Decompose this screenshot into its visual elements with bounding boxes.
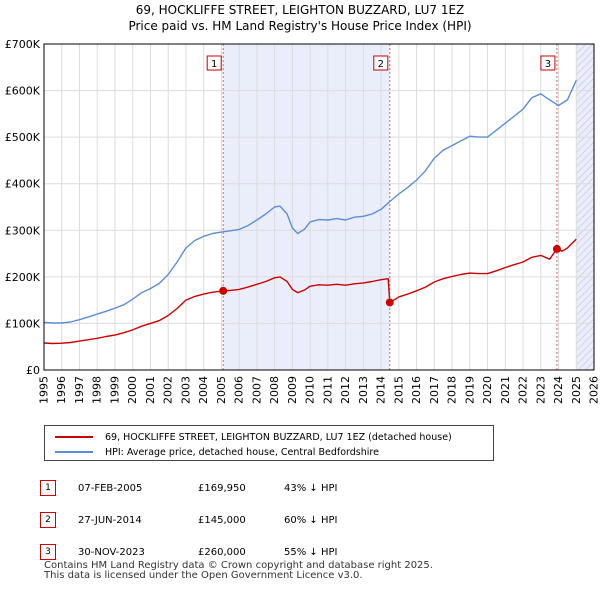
footer-copyright: Contains HM Land Registry data © Crown c… — [44, 560, 433, 571]
transactions-table: 1 07-FEB-2005 £169,950 43% ↓ HPI 2 27-JU… — [40, 472, 337, 568]
x-tick-label: 2019 — [463, 376, 476, 404]
x-tick-label: 2003 — [179, 376, 192, 404]
y-tick-label: £100K — [5, 317, 41, 330]
x-tick-label: 2011 — [321, 376, 334, 404]
property-series-line — [43, 238, 577, 345]
transaction-date: 07-FEB-2005 — [78, 482, 143, 494]
forecast-hatch — [576, 44, 594, 370]
x-tick-label: 2007 — [250, 376, 263, 404]
transaction-number: 1 — [40, 480, 56, 496]
y-tick-label: £300K — [5, 224, 41, 237]
y-tick-label: £600K — [5, 85, 41, 98]
y-tick-label: £400K — [5, 178, 41, 191]
x-tick-label: 2020 — [481, 376, 494, 404]
legend: 69, HOCKLIFFE STREET, LEIGHTON BUZZARD, … — [44, 425, 494, 461]
x-tick-label: 2013 — [357, 376, 370, 404]
table-row: 3 30-NOV-2023 £260,000 55% ↓ HPI — [40, 536, 337, 568]
x-tick-label: 2004 — [197, 376, 210, 404]
x-tick-label: 2009 — [286, 376, 299, 404]
footer-licence: This data is licensed under the Open Gov… — [44, 570, 363, 581]
transaction-date: 27-JUN-2014 — [78, 514, 142, 526]
sale-label-number: 2 — [378, 59, 384, 70]
transaction-price: £145,000 — [198, 514, 246, 526]
x-tick-label: 2006 — [233, 376, 246, 404]
x-tick-label: 2022 — [517, 376, 530, 404]
sale-label-number: 1 — [211, 59, 217, 70]
property-line-swatch — [55, 436, 93, 438]
y-tick-label: £200K — [5, 271, 41, 284]
sale-label-number: 3 — [545, 59, 551, 70]
x-tick-label: 2008 — [268, 376, 281, 404]
x-tick-label: 2016 — [410, 376, 423, 404]
transaction-hpi-diff: 43% ↓ HPI — [284, 482, 338, 494]
transaction-hpi-diff: 55% ↓ HPI — [284, 546, 338, 558]
x-tick-label: 1995 — [38, 376, 51, 404]
x-tick-label: 2021 — [499, 376, 512, 404]
x-tick-label: 2026 — [588, 376, 600, 404]
y-tick-label: £0 — [26, 364, 40, 377]
legend-item-property: 69, HOCKLIFFE STREET, LEIGHTON BUZZARD, … — [55, 430, 452, 444]
table-row: 2 27-JUN-2014 £145,000 60% ↓ HPI — [40, 504, 337, 536]
x-tick-label: 2024 — [552, 376, 565, 404]
sale-label-box — [373, 55, 389, 71]
x-tick-label: 1999 — [108, 376, 121, 404]
transaction-price: £260,000 — [198, 546, 246, 558]
x-tick-label: 2014 — [375, 376, 388, 404]
hpi-series-line — [43, 80, 577, 324]
chart-subtitle: Price paid vs. HM Land Registry's House … — [128, 19, 472, 33]
price-chart: £0 £100K £200K £300K £400K £500K £600K £700K 199… — [5, 38, 600, 404]
transaction-price: £169,950 — [198, 482, 246, 494]
sale-label-box — [206, 55, 222, 71]
sale-label-box — [540, 55, 556, 71]
chart-title: 69, HOCKLIFFE STREET, LEIGHTON BUZZARD, … — [135, 3, 465, 17]
hpi-line-swatch — [55, 451, 93, 453]
table-row: 1 07-FEB-2005 £169,950 43% ↓ HPI — [40, 472, 337, 504]
transaction-number: 2 — [40, 512, 56, 528]
x-tick-label: 2017 — [428, 376, 441, 404]
x-tick-label: 1998 — [91, 376, 104, 404]
x-tick-label: 2018 — [446, 376, 459, 404]
transaction-number: 3 — [40, 544, 56, 560]
footer: Contains HM Land Registry data © Crown c… — [44, 561, 433, 581]
legend-item-hpi: HPI: Average price, detached house, Cent… — [55, 445, 379, 459]
sale-point — [219, 286, 228, 295]
x-tick-label: 2025 — [570, 376, 583, 404]
x-tick-label: 1996 — [55, 376, 68, 404]
legend-label-property: 69, HOCKLIFFE STREET, LEIGHTON BUZZARD, … — [105, 431, 452, 443]
legend-label-hpi: HPI: Average price, detached house, Cent… — [105, 446, 379, 458]
transaction-hpi-diff: 60% ↓ HPI — [284, 514, 338, 526]
x-tick-label: 2010 — [304, 376, 317, 404]
x-tick-label: 2012 — [339, 376, 352, 404]
shaded-period — [223, 44, 390, 370]
x-tick-label: 2023 — [534, 376, 547, 404]
x-tick-label: 2005 — [215, 376, 228, 404]
sale-point — [552, 244, 561, 253]
transaction-date: 30-NOV-2023 — [78, 546, 145, 558]
sale-point — [385, 298, 394, 307]
x-tick-label: 2015 — [392, 376, 405, 404]
x-tick-label: 2002 — [162, 376, 175, 404]
x-tick-label: 2001 — [144, 376, 157, 404]
x-tick-label: 1997 — [73, 376, 86, 404]
plot-border — [43, 43, 595, 371]
x-tick-label: 2000 — [126, 376, 139, 404]
y-tick-label: £700K — [5, 38, 41, 51]
y-tick-label: £500K — [5, 131, 41, 144]
